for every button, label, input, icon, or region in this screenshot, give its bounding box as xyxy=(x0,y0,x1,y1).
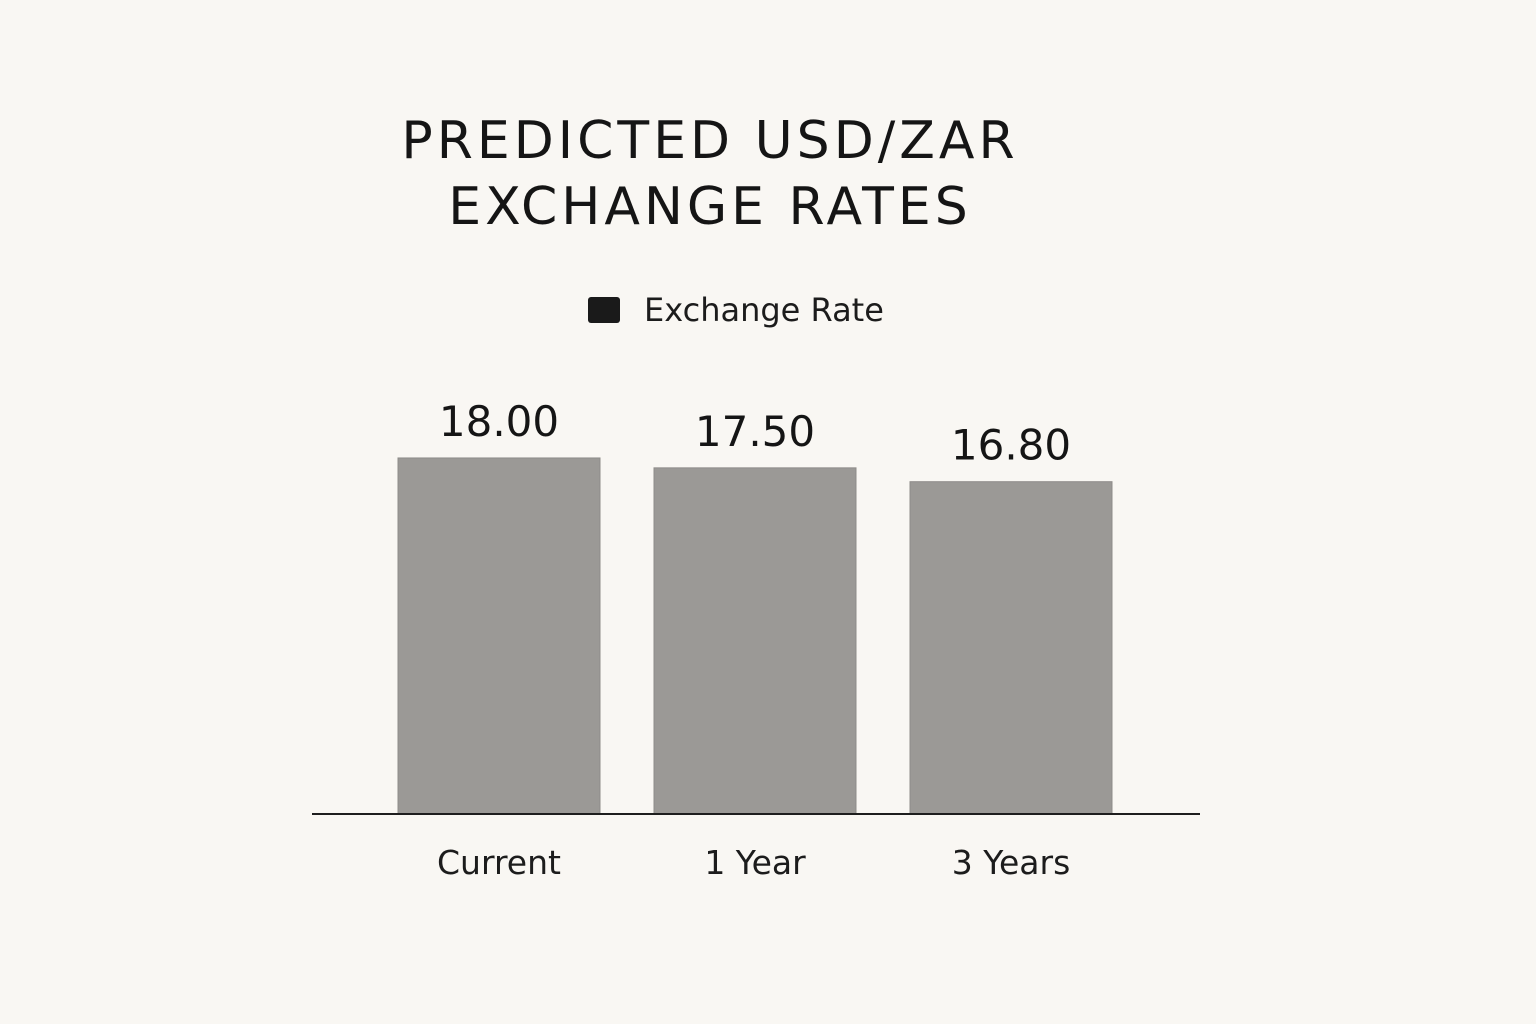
legend-swatch xyxy=(588,297,620,323)
legend-label-exchange-rate: Exchange Rate xyxy=(644,291,884,329)
chart-title-line-2: EXCHANGE RATES xyxy=(448,177,972,237)
category-label-3-years: 3 Years xyxy=(952,843,1071,882)
bar-3-years xyxy=(909,481,1113,815)
legend: Exchange Rate xyxy=(588,288,884,332)
category-label-current: Current xyxy=(437,843,561,882)
category-label-1-year: 1 Year xyxy=(704,843,806,882)
chart-title-line-1: PREDICTED USD/ZAR xyxy=(401,111,1019,171)
value-labels-group: 18.00 17.50 16.80 xyxy=(439,397,1071,470)
bar-1-year xyxy=(653,467,857,815)
chart-title: PREDICTED USD/ZAR EXCHANGE RATES xyxy=(310,108,1110,240)
value-label-current: 18.00 xyxy=(439,397,559,446)
category-labels-group: Current 1 Year 3 Years xyxy=(437,843,1070,882)
value-label-1-year: 17.50 xyxy=(695,407,815,456)
bar-current xyxy=(397,457,601,815)
bars-group xyxy=(397,457,1113,815)
value-label-3-years: 16.80 xyxy=(951,421,1071,470)
